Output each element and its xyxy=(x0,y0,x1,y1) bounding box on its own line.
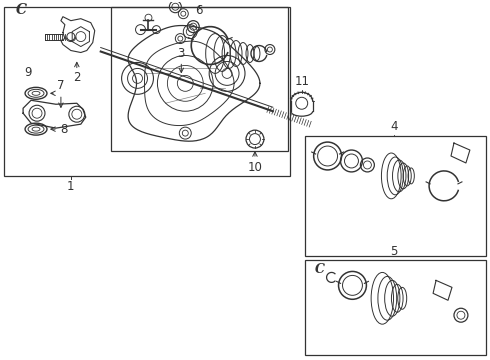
Bar xyxy=(4,7,290,176)
Text: 8: 8 xyxy=(60,123,67,136)
Text: 5: 5 xyxy=(391,246,398,258)
Bar xyxy=(305,136,486,256)
Text: C: C xyxy=(315,264,325,276)
Text: 9: 9 xyxy=(24,66,32,79)
Text: 4: 4 xyxy=(391,120,398,133)
Text: 11: 11 xyxy=(294,75,309,88)
Bar xyxy=(111,7,288,151)
Text: 6: 6 xyxy=(196,4,203,17)
Text: C: C xyxy=(16,3,27,17)
Bar xyxy=(305,261,486,355)
Text: 2: 2 xyxy=(73,71,80,84)
Text: 1: 1 xyxy=(67,180,74,193)
Text: 10: 10 xyxy=(247,161,262,174)
Text: 3: 3 xyxy=(178,48,185,60)
Text: 7: 7 xyxy=(57,79,65,92)
